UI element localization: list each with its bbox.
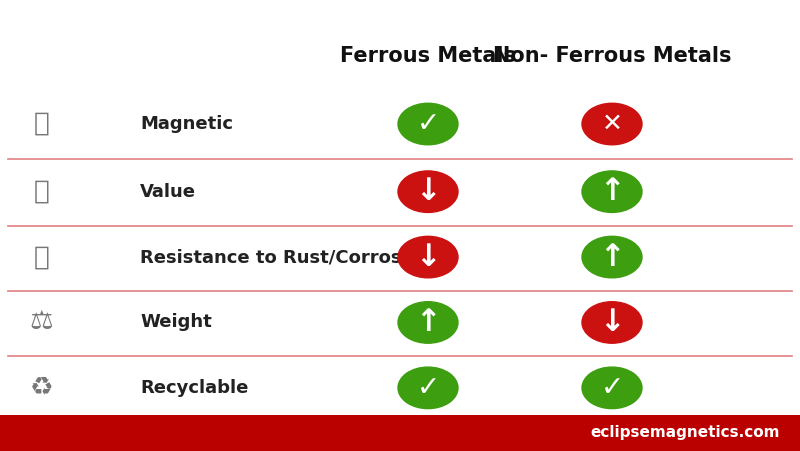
Text: ⚖: ⚖	[30, 309, 54, 336]
Ellipse shape	[398, 171, 458, 212]
Text: ✓: ✓	[416, 110, 440, 138]
Ellipse shape	[398, 103, 458, 145]
Text: ↑: ↑	[415, 308, 441, 337]
Text: Weight: Weight	[140, 313, 212, 331]
Text: Value: Value	[140, 183, 196, 201]
Ellipse shape	[398, 302, 458, 343]
Text: ♻: ♻	[30, 375, 54, 401]
Text: Recyclable: Recyclable	[140, 379, 248, 397]
Text: Magnetic: Magnetic	[140, 115, 233, 133]
Text: Ferrous Metals: Ferrous Metals	[340, 46, 516, 66]
Text: ↓: ↓	[599, 308, 625, 337]
FancyBboxPatch shape	[0, 415, 800, 451]
Ellipse shape	[582, 236, 642, 278]
Text: Non- Ferrous Metals: Non- Ferrous Metals	[493, 46, 731, 66]
Text: ✓: ✓	[600, 374, 624, 402]
Ellipse shape	[398, 367, 458, 409]
Text: ✕: ✕	[602, 112, 622, 136]
Text: 💲: 💲	[34, 179, 50, 205]
Text: Resistance to Rust/Corrosion: Resistance to Rust/Corrosion	[140, 248, 433, 266]
Text: ↓: ↓	[415, 177, 441, 206]
Text: 🔩: 🔩	[34, 244, 50, 270]
Text: eclipsemagnetics.com: eclipsemagnetics.com	[590, 425, 780, 441]
Ellipse shape	[582, 367, 642, 409]
Ellipse shape	[582, 171, 642, 212]
Ellipse shape	[398, 236, 458, 278]
Text: ✓: ✓	[416, 374, 440, 402]
Ellipse shape	[582, 103, 642, 145]
Text: ↓: ↓	[415, 243, 441, 272]
Text: ↑: ↑	[599, 243, 625, 272]
Text: ↑: ↑	[599, 177, 625, 206]
Ellipse shape	[582, 302, 642, 343]
Text: 🧲: 🧲	[34, 111, 50, 137]
